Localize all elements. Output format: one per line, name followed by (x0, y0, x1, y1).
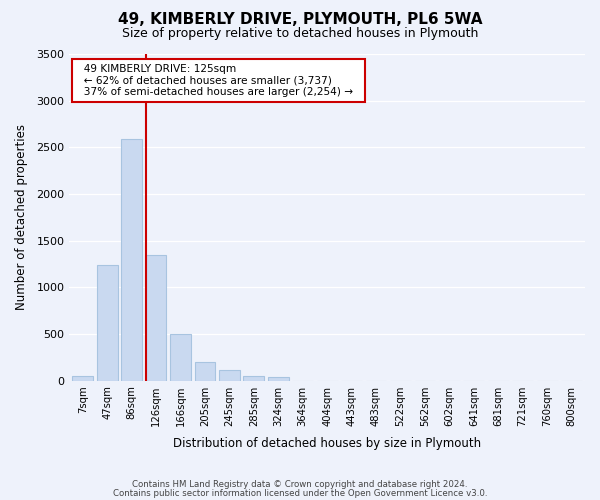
Bar (146, 254, 166, 380)
Text: Contains public sector information licensed under the Open Government Licence v3: Contains public sector information licen… (113, 490, 487, 498)
Text: 49, KIMBERLY DRIVE, PLYMOUTH, PL6 5WA: 49, KIMBERLY DRIVE, PLYMOUTH, PL6 5WA (118, 12, 482, 28)
Bar (170, 334, 191, 380)
Y-axis label: Number of detached properties: Number of detached properties (15, 124, 28, 310)
X-axis label: Distribution of detached houses by size in Plymouth: Distribution of detached houses by size … (173, 437, 481, 450)
Bar (194, 362, 215, 380)
Bar (121, 139, 142, 380)
Text: Size of property relative to detached houses in Plymouth: Size of property relative to detached ho… (122, 28, 478, 40)
Text: 49 KIMBERLY DRIVE: 125sqm
  ← 62% of detached houses are smaller (3,737)
  37% o: 49 KIMBERLY DRIVE: 125sqm ← 62% of detac… (77, 64, 360, 97)
Bar (73, 376, 93, 380)
Text: Contains HM Land Registry data © Crown copyright and database right 2024.: Contains HM Land Registry data © Crown c… (132, 480, 468, 489)
Bar (219, 370, 240, 380)
Bar (268, 377, 289, 380)
Bar (97, 265, 118, 380)
Bar (244, 376, 264, 380)
